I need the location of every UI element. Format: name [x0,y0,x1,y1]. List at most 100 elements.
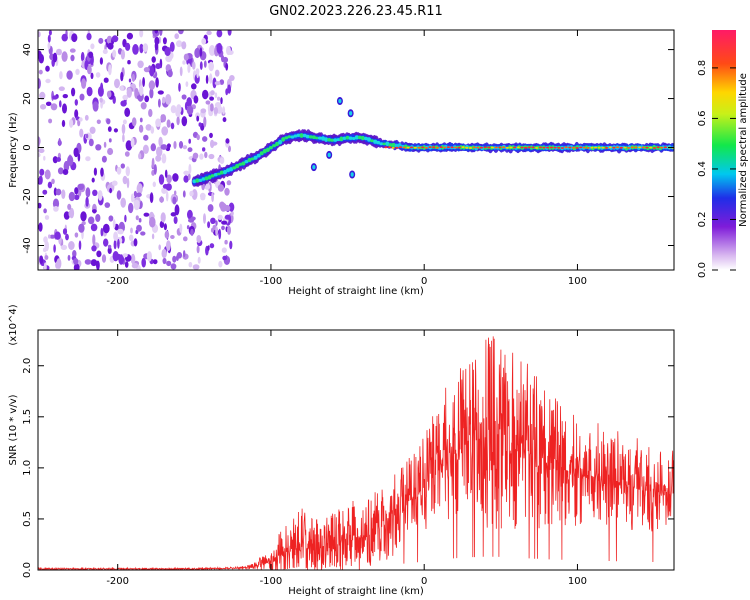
noise-blob [102,223,110,234]
noise-blob [38,136,41,146]
signal-peak [582,146,587,149]
signal-peak [601,146,605,149]
signal-peak [450,146,454,149]
noise-blob [136,192,142,198]
signal-core [333,138,338,142]
signal-blob-core [349,111,353,116]
noise-blob [63,211,70,220]
signal-peak [553,146,557,149]
noise-blob [113,239,117,250]
noise-blob [122,94,129,101]
snr-y-tick-label: 0.0 [22,562,33,578]
noise-blob [226,45,231,56]
noise-blob [107,244,112,249]
signal-peak [638,146,642,149]
noise-blob [128,78,132,83]
noise-blob [74,109,79,119]
spectrogram-y-tick-label: 20 [22,92,33,105]
noise-blob [48,234,51,239]
signal-peak [513,146,517,149]
signal-peak [568,146,572,149]
noise-blob [170,212,177,217]
noise-blob [191,83,197,90]
signal-core [253,155,258,160]
noise-blob [45,78,51,84]
noise-blob [130,227,133,234]
noise-blob [120,85,124,91]
noise-blob [92,234,96,246]
noise-blob [106,35,113,44]
noise-blob [100,167,104,177]
signal-core [290,135,295,139]
noise-blob [112,251,119,262]
noise-blob [57,167,64,175]
signal-peak [421,146,425,149]
noise-blob [38,202,42,209]
noise-blob [182,145,188,150]
noise-blob [39,255,44,264]
colorbar-tick-label: 0.6 [697,110,708,126]
noise-blob [112,49,117,58]
noise-blob [150,126,155,134]
signal-peak [432,146,436,149]
noise-blob [80,51,85,62]
noise-blob [166,240,171,252]
noise-blob [99,57,103,65]
noise-blob [132,44,139,55]
noise-blob [118,254,124,265]
noise-blob [42,189,48,195]
noise-blob [152,259,158,265]
noise-blob [126,87,132,98]
signal-core [226,168,230,173]
noise-blob [178,30,184,35]
snr-y-tick-label: 0.5 [22,511,33,527]
noise-blob [206,30,212,36]
signal-core [385,141,390,146]
noise-blob [173,141,177,149]
noise-blob [218,228,222,240]
noise-blob [162,184,169,189]
noise-blob [151,157,155,169]
signal-peak [546,146,550,149]
snr-x-tick-label: -100 [260,576,283,587]
noise-blob [183,53,189,61]
signal-core [367,137,371,142]
noise-blob [74,99,79,106]
noise-blob [160,144,168,150]
spectrogram-y-tick-label: 0 [22,144,33,150]
noise-blob [160,114,167,123]
noise-blob [161,248,167,259]
noise-blob [133,199,140,211]
noise-blob [203,213,206,224]
noise-blob [158,174,165,185]
noise-blob [38,69,43,75]
noise-blob [228,202,235,212]
noise-blob [136,224,142,232]
signal-core [324,137,329,143]
spectrogram-x-tick-label: -100 [260,276,283,287]
noise-blob [78,240,82,250]
noise-blob [43,262,47,270]
signal-peak [494,146,498,149]
signal-core [342,136,347,140]
signal-peak [571,146,576,149]
signal-core [379,142,384,146]
noise-blob [56,258,62,269]
snr-x-ticks: -200 -100 0 100 [106,330,587,587]
noise-blob [230,210,234,216]
noise-blob [209,132,213,139]
noise-blob [190,228,194,236]
signal-peak [542,146,546,149]
signal-peak [560,147,565,149]
signal-peak [472,146,476,149]
noise-blob [207,204,214,212]
noise-blob [196,235,202,243]
noise-blob [120,197,126,208]
spectrogram-x-label: Height of straight line (km) [288,286,424,297]
noise-blob [146,251,152,262]
noise-blob [65,233,69,241]
noise-blob [101,155,107,163]
signal-core [238,162,243,166]
noise-blob [53,244,56,253]
noise-blob [162,96,166,104]
